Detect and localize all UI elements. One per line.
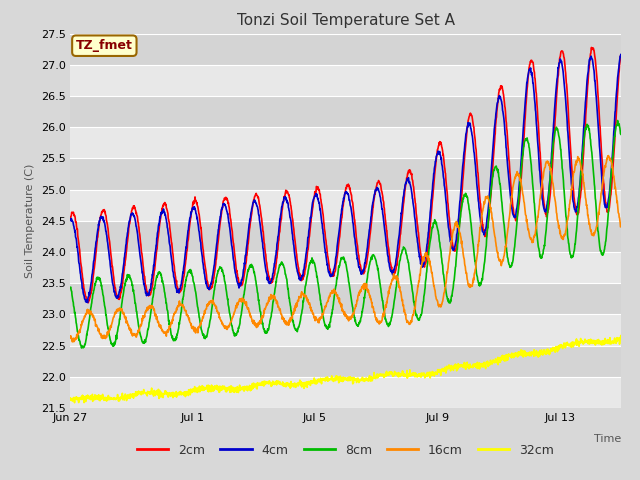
Bar xyxy=(70,314,621,346)
Bar xyxy=(70,34,621,65)
Bar xyxy=(70,96,621,127)
Bar xyxy=(70,190,621,221)
Title: Tonzi Soil Temperature Set A: Tonzi Soil Temperature Set A xyxy=(237,13,454,28)
Bar xyxy=(70,221,621,252)
Bar xyxy=(70,158,621,190)
Bar xyxy=(70,346,621,377)
Bar xyxy=(70,377,621,408)
Text: TZ_fmet: TZ_fmet xyxy=(76,39,132,52)
Bar xyxy=(70,252,621,283)
Bar xyxy=(70,127,621,158)
Y-axis label: Soil Temperature (C): Soil Temperature (C) xyxy=(25,164,35,278)
Bar xyxy=(70,283,621,314)
Legend: 2cm, 4cm, 8cm, 16cm, 32cm: 2cm, 4cm, 8cm, 16cm, 32cm xyxy=(132,439,559,462)
Text: Time: Time xyxy=(593,434,621,444)
Bar xyxy=(70,65,621,96)
